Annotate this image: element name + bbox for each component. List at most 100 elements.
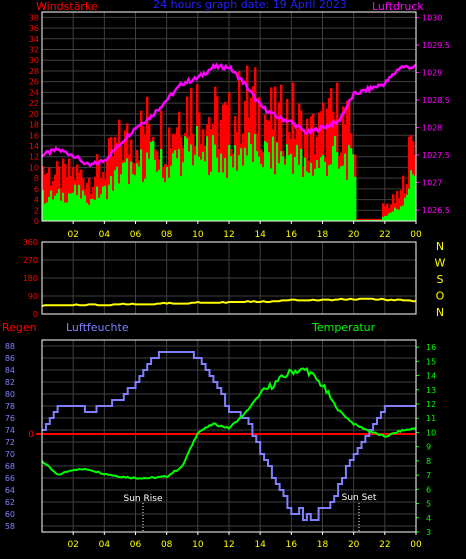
wind-gust-bar — [88, 177, 91, 221]
wind-average-bar — [56, 193, 59, 221]
wind-average-bar — [254, 134, 257, 221]
wind-average-bar — [314, 168, 317, 221]
wind-gust-bar — [208, 116, 211, 221]
wind-average-bar — [50, 190, 53, 221]
wind-average-bar — [170, 165, 173, 221]
wind-gust-bar — [44, 174, 47, 221]
wind-average-bar — [64, 202, 67, 221]
wind-average-bar — [90, 199, 93, 221]
wind-average-bar — [158, 169, 161, 221]
wind-average-bar — [274, 174, 277, 221]
time-axis-label: 10 — [192, 230, 204, 240]
wind-average-bar — [374, 219, 377, 221]
wind-average-bar — [384, 215, 387, 221]
wind-average-bar — [404, 197, 407, 221]
wind-average-bar — [104, 185, 107, 221]
wind-average-bar — [62, 192, 65, 221]
humidity-axis-tick-label: 82 — [5, 378, 15, 387]
left-axis-tick-label: 26 — [29, 78, 39, 87]
wind-average-bar — [52, 199, 55, 221]
wind-average-bar — [240, 148, 243, 221]
left-axis-tick-label: 16 — [29, 131, 39, 140]
humidity-axis-tick-label: 62 — [5, 498, 15, 507]
temperature-axis-tick-label: 8 — [426, 457, 431, 466]
rain-zero-label: 0 — [28, 430, 34, 440]
wind-average-bar — [198, 156, 201, 221]
wind-average-bar — [300, 148, 303, 221]
wind-average-bar — [302, 176, 305, 221]
wind-gust-bar — [76, 164, 79, 221]
wind-average-bar — [110, 175, 113, 221]
wind-average-bar — [252, 161, 255, 221]
wind-average-bar — [210, 171, 213, 221]
wind-average-bar — [338, 168, 341, 221]
left-axis-tick-label: 20 — [29, 110, 39, 119]
wind-average-bar — [332, 146, 335, 221]
wind-gust-bar — [142, 125, 145, 221]
time-axis-label: 04 — [99, 230, 111, 240]
wind-gust-bar — [278, 102, 281, 221]
wind-average-bar — [408, 188, 411, 221]
direction-axis-tick-label: 270 — [23, 256, 38, 265]
wind-gust-bar — [112, 156, 115, 221]
wind-average-bar — [114, 170, 117, 221]
wind-average-bar — [202, 151, 205, 221]
wind-average-bar — [178, 149, 181, 221]
wind-gust-bar — [238, 71, 241, 222]
time-axis-label: 18 — [317, 540, 329, 550]
wind-average-bar — [120, 174, 123, 221]
wind-average-bar — [154, 159, 157, 221]
wind-average-bar — [206, 136, 209, 221]
time-axis-label: 14 — [254, 230, 266, 240]
wind-average-bar — [66, 202, 69, 221]
temperature-axis-tick-label: 15 — [426, 357, 436, 366]
wind-average-bar — [260, 163, 263, 221]
wind-average-bar — [214, 144, 217, 221]
wind-average-bar — [368, 219, 371, 221]
wind-average-bar — [394, 207, 397, 221]
wind-average-bar — [292, 173, 295, 221]
wind-average-bar — [340, 166, 343, 221]
wind-gust-bar — [68, 158, 71, 221]
wind-average-bar — [306, 171, 309, 221]
wind-average-bar — [366, 219, 369, 221]
wind-average-bar — [358, 219, 361, 221]
temperature-axis-tick-label: 3 — [426, 528, 431, 537]
humidity-axis-tick-label: 80 — [5, 390, 15, 399]
wind-average-bar — [226, 177, 229, 221]
wind-gust-bar — [80, 169, 83, 221]
wind-average-bar — [352, 154, 355, 221]
header-right-label: Luftdruck — [372, 0, 424, 13]
wind-average-bar — [336, 152, 339, 221]
time-axis-label: 00 — [410, 230, 422, 240]
temperature-axis-tick-label: 16 — [426, 343, 436, 352]
wind-average-bar — [288, 155, 291, 221]
wind-average-bar — [156, 171, 159, 221]
left-axis-tick-label: 30 — [29, 56, 39, 65]
wind-average-bar — [78, 184, 81, 221]
wind-average-bar — [320, 157, 323, 221]
chart-marks — [36, 62, 417, 521]
header-left-label: Windstärke — [36, 0, 98, 13]
wind-average-bar — [124, 162, 127, 221]
left-axis-tick-label: 4 — [34, 196, 39, 205]
sunrise-annotation: Sun Rise — [124, 494, 163, 504]
wind-average-bar — [290, 153, 293, 221]
right-axis-tick-label: 1030 — [422, 14, 442, 23]
wind-average-bar — [296, 144, 299, 221]
wind-gust-bar — [408, 136, 411, 221]
compass-label: S — [437, 273, 444, 286]
wind-average-bar — [230, 156, 233, 221]
wind-gust-bar — [62, 158, 65, 221]
wind-average-bar — [390, 212, 393, 221]
left-axis-tick-label: 32 — [29, 46, 39, 55]
wind-gust-bar — [326, 108, 329, 221]
wind-gust-bar — [66, 176, 69, 221]
humidity-axis-tick-label: 68 — [5, 462, 15, 471]
wind-average-bar — [94, 199, 97, 221]
right-axis-tick-label: 1027.5 — [422, 151, 450, 160]
left-axis-tick-label: 10 — [29, 163, 39, 172]
wind-gust-bar — [336, 82, 339, 222]
pressure-line — [41, 62, 417, 168]
time-axis-label: 20 — [348, 540, 360, 550]
